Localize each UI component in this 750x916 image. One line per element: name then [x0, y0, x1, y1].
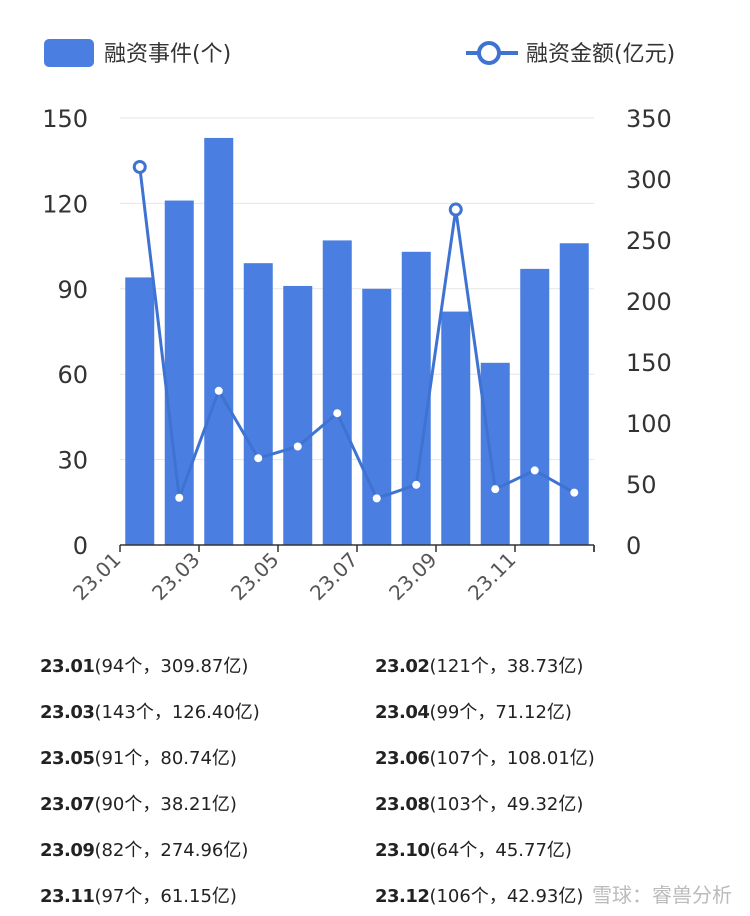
summary-item-23.04: 23.04(99个，71.12亿) — [375, 698, 572, 724]
summary-detail: (106个，42.93亿) — [429, 886, 584, 907]
summary-detail: (107个，108.01亿) — [429, 748, 595, 769]
left-tick-label: 120 — [42, 190, 88, 218]
legend-bar-swatch — [44, 39, 94, 67]
bar-23.05 — [283, 285, 313, 545]
right-tick-label: 0 — [626, 532, 641, 560]
legend: 融资事件(个) 融资金额(亿元) — [44, 39, 675, 67]
left-tick-label: 30 — [57, 447, 88, 475]
bar-23.06 — [322, 240, 352, 545]
line-series — [132, 159, 579, 503]
summary-month: 23.07 — [40, 794, 95, 815]
summary-item-23.03: 23.03(143个，126.40亿) — [40, 698, 260, 724]
summary-detail: (90个，38.21亿) — [94, 794, 237, 815]
summary-month: 23.12 — [375, 886, 430, 907]
x-axis: 23.01 23.03 23.05 23.07 23.09 23.11 — [68, 544, 595, 605]
legend-line-marker — [477, 41, 501, 65]
summary-month: 23.03 — [40, 702, 95, 723]
summary-item-23.06: 23.06(107个，108.01亿) — [375, 744, 595, 770]
summary-detail: (103个，49.32亿) — [429, 794, 584, 815]
summary-month: 23.01 — [40, 656, 95, 677]
right-tick-label: 250 — [626, 227, 672, 255]
bar-23.03 — [204, 137, 234, 545]
x-tick-label: 23.05 — [226, 548, 283, 605]
amount-point-23.01 — [132, 159, 147, 174]
summary-item-23.12: 23.12(106个，42.93亿) — [375, 882, 583, 908]
bar-23.04 — [243, 263, 273, 545]
left-tick-label: 0 — [73, 532, 88, 560]
amount-point-23.07 — [372, 494, 381, 503]
amount-point-23.08 — [412, 480, 421, 489]
right-tick-label: 150 — [626, 349, 672, 377]
bar-23.09 — [441, 311, 471, 545]
summary-month: 23.09 — [40, 840, 95, 861]
summary-item-23.10: 23.10(64个，45.77亿) — [375, 836, 572, 862]
watermark: 雪球：睿兽分析 — [592, 883, 732, 907]
x-tick-label: 23.09 — [384, 548, 441, 605]
summary-month: 23.08 — [375, 794, 430, 815]
summary-item-23.08: 23.08(103个，49.32亿) — [375, 790, 583, 816]
left-tick-label: 60 — [57, 361, 88, 389]
summary-month: 23.06 — [375, 748, 430, 769]
right-axis: 0 50 100 150 200 250 300 350 — [626, 105, 672, 560]
left-tick-label: 90 — [57, 276, 88, 304]
financing-chart: 融资事件(个) 融资金额(亿元) 0 30 60 90 120 150 0 50 100 150… — [42, 39, 675, 605]
legend-line-label: 融资金额(亿元) — [526, 42, 675, 67]
amount-point-23.10 — [491, 485, 500, 494]
right-tick-label: 300 — [626, 166, 672, 194]
summary-month: 23.11 — [40, 886, 95, 907]
bar-23.08 — [401, 251, 431, 545]
summary-item-23.11: 23.11(97个，61.15亿) — [40, 882, 237, 908]
summary-detail: (143个，126.40亿) — [94, 702, 260, 723]
summary-item-23.01: 23.01(94个，309.87亿) — [40, 652, 248, 678]
bar-23.12 — [559, 243, 589, 545]
left-tick-label: 150 — [42, 105, 88, 133]
bar-23.07 — [362, 288, 392, 545]
amount-point-23.05 — [293, 442, 302, 451]
summary-item-23.02: 23.02(121个，38.73亿) — [375, 652, 583, 678]
grid-lines — [120, 117, 594, 461]
summary-month: 23.04 — [375, 702, 430, 723]
summary-detail: (91个，80.74亿) — [94, 748, 237, 769]
amount-point-23.12 — [570, 488, 579, 497]
summary-detail: (94个，309.87亿) — [94, 656, 249, 677]
summary-item-23.09: 23.09(82个，274.96亿) — [40, 836, 248, 862]
amount-point-23.11 — [530, 466, 539, 475]
summary-month: 23.10 — [375, 840, 430, 861]
bar-23.10 — [480, 362, 510, 545]
x-tick-label: 23.11 — [463, 548, 520, 605]
right-tick-label: 100 — [626, 410, 672, 438]
amount-line — [138, 166, 575, 500]
summary-item-23.07: 23.07(90个，38.21亿) — [40, 790, 237, 816]
summary-detail: (97个，61.15亿) — [94, 886, 237, 907]
x-tick-label: 23.07 — [305, 548, 362, 605]
amount-point-23.02 — [175, 493, 184, 502]
bar-23.11 — [520, 268, 550, 545]
summary-detail: (121个，38.73亿) — [429, 656, 584, 677]
amount-point-23.03 — [214, 386, 223, 395]
legend-bar-label: 融资事件(个) — [104, 42, 231, 67]
right-tick-label: 50 — [626, 471, 657, 499]
amount-point-23.06 — [333, 409, 342, 418]
amount-point-23.09 — [448, 202, 463, 217]
x-tick-label: 23.03 — [147, 548, 204, 605]
summary-item-23.05: 23.05(91个，80.74亿) — [40, 744, 237, 770]
bar-series — [125, 137, 589, 545]
right-tick-label: 350 — [626, 105, 672, 133]
right-tick-label: 200 — [626, 288, 672, 316]
summary-month: 23.02 — [375, 656, 430, 677]
summary-detail: (82个，274.96亿) — [94, 840, 249, 861]
bar-23.01 — [125, 277, 155, 545]
summary-detail: (64个，45.77亿) — [429, 840, 572, 861]
summary-month: 23.05 — [40, 748, 95, 769]
left-axis: 0 30 60 90 120 150 — [42, 105, 88, 560]
amount-point-23.04 — [254, 454, 263, 463]
summary-detail: (99个，71.12亿) — [429, 702, 572, 723]
